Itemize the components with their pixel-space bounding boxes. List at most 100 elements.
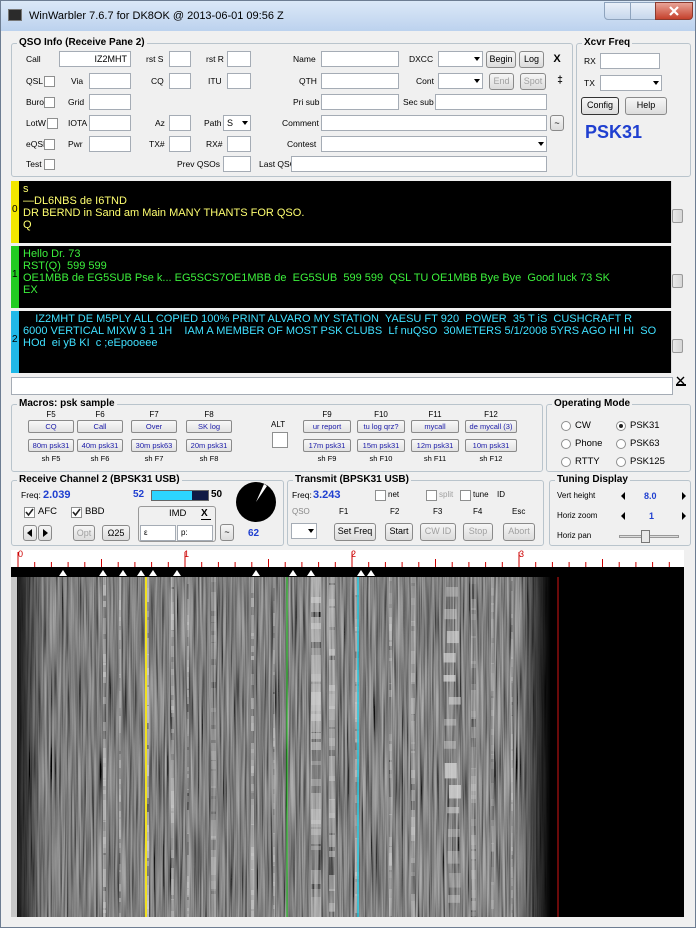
radio-button[interactable] xyxy=(616,457,626,467)
radio-button[interactable] xyxy=(561,457,571,467)
close-button[interactable] xyxy=(655,2,693,20)
checkbox[interactable] xyxy=(375,490,386,501)
input-close[interactable] xyxy=(676,376,686,386)
slider-arrow[interactable] xyxy=(619,511,627,521)
button[interactable]: Help xyxy=(625,97,667,115)
button[interactable]: Opt xyxy=(73,525,95,541)
arrow-button[interactable] xyxy=(38,525,52,541)
text-field[interactable] xyxy=(223,156,251,172)
text-field[interactable] xyxy=(321,51,399,67)
text-field[interactable] xyxy=(169,115,191,131)
text-field[interactable]: p: xyxy=(177,525,213,541)
macro-key: F8 xyxy=(204,410,214,419)
button[interactable]: Stop xyxy=(463,523,493,541)
slider-arrow[interactable] xyxy=(680,511,688,521)
group-title: Tuning Display xyxy=(555,474,630,486)
checkbox[interactable] xyxy=(44,76,55,87)
slider-arrow[interactable] xyxy=(619,491,627,501)
checkbox[interactable] xyxy=(44,97,55,108)
text-field[interactable] xyxy=(291,156,547,172)
dropdown[interactable] xyxy=(438,73,483,89)
button[interactable]: Start xyxy=(385,523,413,541)
macro-button[interactable]: mycall xyxy=(411,420,459,433)
icon xyxy=(236,482,276,522)
arrow-button[interactable] xyxy=(23,525,37,541)
graphic xyxy=(25,508,34,517)
text-field[interactable] xyxy=(169,73,191,89)
transmit-input[interactable] xyxy=(11,377,673,395)
pan-thumb[interactable] xyxy=(641,530,650,543)
dropdown[interactable] xyxy=(291,523,317,539)
checkbox[interactable] xyxy=(47,118,58,129)
macro-button[interactable]: 80m psk31 xyxy=(28,439,74,452)
macro-button[interactable]: ur report xyxy=(303,420,351,433)
macro-button[interactable]: SK log xyxy=(186,420,232,433)
macro-button[interactable]: Over xyxy=(131,420,177,433)
macro-button[interactable]: tu log qrz? xyxy=(357,420,405,433)
macro-button[interactable]: 12m psk31 xyxy=(411,439,459,452)
checkbox[interactable] xyxy=(460,490,471,501)
text-field[interactable] xyxy=(169,51,191,67)
text-field[interactable]: ε xyxy=(140,525,176,541)
button[interactable]: Spot xyxy=(520,73,546,90)
text-field[interactable] xyxy=(89,94,131,110)
dropdown[interactable]: S xyxy=(223,115,251,131)
text-field[interactable] xyxy=(321,94,399,110)
minimize-button[interactable] xyxy=(604,2,631,20)
button[interactable]: Abort xyxy=(503,523,535,541)
button[interactable]: Ω25 xyxy=(102,525,130,541)
app-icon xyxy=(8,9,22,21)
checkbox-label: BBD xyxy=(85,506,105,517)
radio-button[interactable] xyxy=(561,421,571,431)
macro-button[interactable]: 40m psk31 xyxy=(77,439,123,452)
button[interactable]: CW ID xyxy=(420,523,456,541)
macro-button[interactable]: 20m psk31 xyxy=(186,439,232,452)
alt-box[interactable] xyxy=(272,432,288,448)
button[interactable]: Log xyxy=(519,51,544,68)
text-field[interactable] xyxy=(600,53,660,69)
button[interactable]: ~ xyxy=(550,115,564,131)
checkbox-label: AFC xyxy=(38,506,57,517)
group-title: Xcvr Freq xyxy=(582,37,633,49)
button[interactable]: End xyxy=(489,73,514,90)
graphic xyxy=(367,570,375,576)
text-field[interactable] xyxy=(435,94,547,110)
text-field[interactable] xyxy=(89,115,131,131)
maximize-button[interactable] xyxy=(630,2,656,20)
swap-button[interactable]: ‡ xyxy=(557,75,563,86)
dropdown[interactable] xyxy=(438,51,483,67)
radio-button[interactable] xyxy=(616,421,626,431)
macro-button[interactable]: Call xyxy=(77,420,123,433)
checkbox[interactable] xyxy=(71,507,82,518)
text-field[interactable] xyxy=(227,136,251,152)
text-field[interactable] xyxy=(89,136,131,152)
macro-button[interactable]: CQ xyxy=(28,420,74,433)
dropdown[interactable] xyxy=(600,75,662,91)
button[interactable]: Set Freq xyxy=(334,523,376,541)
checkbox[interactable] xyxy=(44,159,55,170)
text-field[interactable] xyxy=(227,73,251,89)
button[interactable]: Config xyxy=(581,97,619,115)
text-field[interactable] xyxy=(227,51,251,67)
macro-button[interactable]: de mycall (3) xyxy=(465,420,517,433)
text-field[interactable]: IZ2MHT xyxy=(59,51,131,67)
radio-button[interactable] xyxy=(561,439,571,449)
checkbox[interactable] xyxy=(44,139,55,150)
button[interactable]: ~ xyxy=(220,524,234,541)
text-field[interactable] xyxy=(169,136,191,152)
dropdown[interactable] xyxy=(321,136,547,152)
slider-arrow[interactable] xyxy=(680,491,688,501)
text-field[interactable] xyxy=(321,115,547,131)
close-pane-button[interactable]: X xyxy=(553,53,561,65)
macro-button[interactable]: 10m psk31 xyxy=(465,439,517,452)
button[interactable]: Begin xyxy=(486,51,516,68)
text-field[interactable] xyxy=(89,73,131,89)
macro-button[interactable]: 17m psk31 xyxy=(303,439,351,452)
text-field[interactable] xyxy=(321,73,399,89)
radio-button[interactable] xyxy=(616,439,626,449)
checkbox[interactable] xyxy=(426,490,437,501)
macro-button[interactable]: 30m psk63 xyxy=(131,439,177,452)
imd-close[interactable]: X xyxy=(201,508,211,520)
macro-button[interactable]: 15m psk31 xyxy=(357,439,405,452)
checkbox[interactable] xyxy=(24,507,35,518)
